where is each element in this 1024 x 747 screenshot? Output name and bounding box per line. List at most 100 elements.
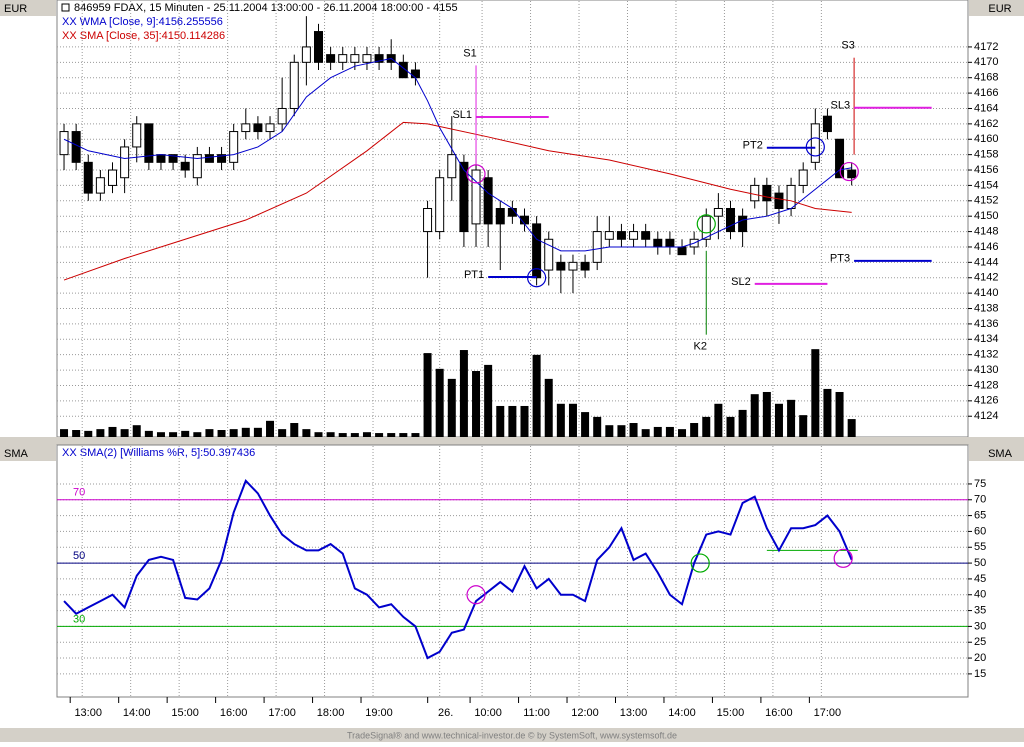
candle-body (580, 261, 590, 271)
volume-bar (169, 432, 178, 437)
volume-bar (641, 429, 650, 437)
volume-bar (193, 432, 202, 437)
y-tick-label: 4172 (974, 41, 998, 53)
candle-body (120, 146, 130, 179)
candle-body (435, 177, 445, 233)
y-tick-label: 4124 (974, 410, 998, 422)
y-tick-label: 4164 (974, 102, 998, 114)
volume-bar (314, 432, 323, 437)
volume-bar (156, 432, 165, 437)
volume-bar (690, 423, 699, 437)
x-tick-label: 16:00 (765, 707, 793, 719)
series-line (63, 478, 853, 660)
x-tick-label: 16:00 (220, 707, 248, 719)
x-tick-label: 15:00 (171, 707, 199, 719)
annotation-label: SL2 (731, 276, 751, 288)
series-line (63, 57, 852, 252)
candle-body (217, 154, 227, 163)
candle-body (592, 231, 602, 263)
x-tick-label: 17:00 (268, 707, 296, 719)
candle-body (192, 154, 202, 179)
candle-body (204, 154, 214, 163)
candle-body (725, 207, 735, 233)
y-tick-label: 4136 (974, 318, 998, 330)
volume-bar (278, 429, 287, 437)
volume-bar (617, 425, 626, 437)
candle-body (253, 123, 263, 133)
signal-circle (833, 548, 853, 568)
unit-box (0, 0, 56, 16)
volume-bar (472, 371, 481, 437)
volume-bar (411, 433, 420, 437)
signal-circle (527, 268, 547, 288)
volume-bar (72, 430, 81, 437)
y-tick-label: 4162 (974, 118, 998, 130)
unit-label: EUR (4, 3, 27, 15)
annotation-label: PT1 (464, 269, 484, 281)
candle-body (701, 215, 711, 240)
candle-body (556, 261, 566, 271)
x-tick-label: 14:00 (123, 707, 151, 719)
panel-separator (0, 437, 1024, 445)
candle-body (665, 238, 675, 248)
y-tick-label: 4144 (974, 256, 998, 268)
candle-body (362, 54, 372, 63)
volume-bar (847, 419, 856, 437)
y-tick-label: 4132 (974, 349, 998, 361)
volume-bar (665, 426, 674, 437)
signal-circle (690, 553, 710, 573)
volume-bar (556, 403, 565, 437)
y-tick-label: 15 (974, 668, 986, 680)
candle-body (180, 161, 190, 171)
signal-circle (805, 137, 825, 157)
chart-title: 846959 FDAX, 15 Minuten - 25.11.2004 13:… (74, 2, 458, 14)
volume-bar (302, 429, 311, 437)
candle-body (810, 123, 820, 163)
y-tick-label: 65 (974, 510, 986, 522)
volume-bar (593, 416, 602, 437)
candle-body (277, 107, 287, 125)
candle-body (301, 46, 311, 63)
volume-bar (835, 391, 844, 437)
candle-body (544, 238, 554, 271)
annotation-label: SL1 (452, 109, 472, 121)
volume-bar (605, 425, 614, 437)
volume-bar (84, 430, 93, 437)
volume-bar (399, 433, 408, 437)
y-tick-label: 4138 (974, 302, 998, 314)
x-tick-label: 26. (438, 707, 453, 719)
candle-body (604, 231, 614, 240)
y-tick-label: 35 (974, 604, 986, 616)
candle-body (786, 184, 796, 209)
volume-bar (96, 429, 105, 437)
x-tick-label: 13:00 (620, 707, 648, 719)
volume-bar (774, 403, 783, 437)
candle-body (738, 215, 748, 233)
legend-entry: XX WMA [Close, 9]:4156.255556 (62, 16, 223, 28)
legend-entry: XX SMA [Close, 35]:4150.114286 (62, 30, 225, 42)
candle-body (483, 177, 493, 225)
volume-bar (459, 350, 468, 437)
candle-body (713, 207, 723, 217)
y-tick-label: 4150 (974, 210, 998, 222)
unit-label: EUR (988, 3, 1011, 15)
y-tick-label: 4152 (974, 195, 998, 207)
y-tick-label: 4126 (974, 395, 998, 407)
y-tick-label: 4168 (974, 72, 998, 84)
level-label: 50 (73, 550, 85, 562)
unit-label: SMA (988, 448, 1013, 460)
volume-bar (799, 415, 808, 437)
candle-body (338, 54, 348, 63)
volume-bar (338, 433, 347, 437)
annotation-label: S3 (841, 40, 854, 52)
y-tick-label: 4154 (974, 179, 998, 191)
y-tick-label: 20 (974, 652, 986, 664)
volume-bar (423, 353, 432, 437)
candle-body (847, 169, 857, 179)
volume-bar (205, 429, 214, 437)
y-tick-label: 45 (974, 573, 986, 585)
candle-body (750, 184, 760, 202)
y-tick-label: 4130 (974, 364, 998, 376)
volume-bar (532, 354, 541, 437)
